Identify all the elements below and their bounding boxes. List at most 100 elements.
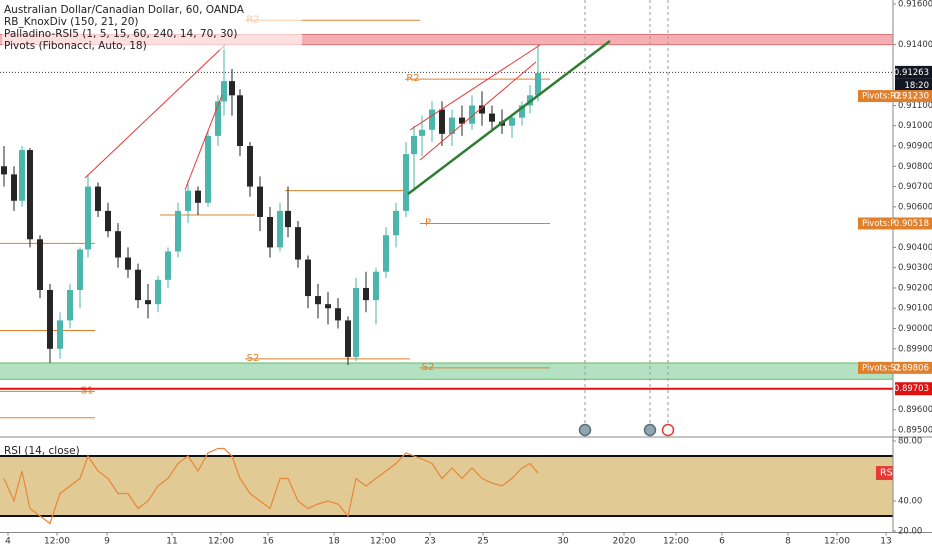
- pivot-badge-value: 0.91230: [894, 92, 929, 102]
- candle-body: [363, 287, 369, 301]
- pivot-badge-name: Pivots:S2: [862, 363, 901, 373]
- candle-body: [1, 166, 7, 175]
- zone: [0, 362, 893, 380]
- countdown-badge: [895, 78, 932, 92]
- alert-label: 0.89703: [894, 384, 929, 394]
- candle-body: [509, 117, 515, 126]
- x-tick-label: 6: [719, 537, 725, 547]
- candle-body: [335, 308, 341, 321]
- candle-body: [315, 296, 321, 305]
- y-tick-label: 40.00: [898, 497, 922, 507]
- candle-body: [519, 105, 525, 118]
- pivot-label: P: [425, 217, 431, 228]
- pivot-label: R2: [406, 73, 419, 84]
- x-tick-label: 12:00: [663, 537, 689, 547]
- y-tick-label: 0.91600: [898, 0, 932, 10]
- rsi-badge-name: RSI: [880, 468, 895, 479]
- y-tick-label: 0.90100: [898, 304, 932, 314]
- candle-body: [221, 81, 227, 102]
- y-tick-label: 0.90000: [898, 324, 932, 334]
- y-tick-label: 0.90700: [898, 182, 932, 192]
- candle-body: [285, 210, 291, 228]
- pivot-badge-value: 0.90518: [894, 219, 929, 229]
- zone: [0, 34, 893, 45]
- candle-body: [115, 231, 121, 258]
- candle-body: [469, 105, 475, 124]
- trend-line: [419, 61, 537, 161]
- pivot-label: S2: [247, 353, 260, 364]
- y-tick-label: 0.89500: [898, 425, 932, 435]
- candle-body: [37, 239, 43, 290]
- candle-body: [125, 257, 131, 270]
- candle-body: [419, 129, 425, 136]
- trend-line: [409, 44, 541, 131]
- y-tick-label: 0.89600: [898, 405, 932, 415]
- x-tick-label: 2020: [613, 537, 636, 547]
- event-icon: [643, 423, 657, 437]
- x-tick-label: 4: [5, 537, 11, 547]
- candle-body: [345, 320, 351, 357]
- x-tick-label: 9: [104, 537, 110, 547]
- candle-body: [47, 289, 53, 349]
- x-tick-label: 12:00: [824, 537, 850, 547]
- pivot-badge-name: Pivots:P: [862, 219, 895, 229]
- x-tick-label: 12:00: [44, 537, 70, 547]
- x-tick-label: 25: [477, 537, 488, 547]
- candle-body: [325, 304, 331, 309]
- y-tick-label: 0.91100: [898, 101, 932, 111]
- candle-body: [489, 113, 495, 122]
- x-tick-label: 8: [785, 537, 791, 547]
- candle-body: [429, 109, 435, 130]
- y-tick-label: 20.00: [898, 527, 922, 537]
- trend-line: [184, 94, 223, 191]
- x-tick-label: 18: [328, 537, 340, 547]
- x-tick-label: 13: [880, 537, 891, 547]
- y-tick-label: 80.00: [898, 437, 922, 447]
- countdown: 18:20: [905, 81, 930, 91]
- event-icon: [661, 423, 675, 437]
- candle-body: [175, 210, 181, 252]
- candle-body: [85, 186, 91, 250]
- candle-body: [205, 135, 211, 203]
- candle-body: [257, 186, 263, 217]
- candle-body: [353, 287, 359, 357]
- candle-body: [155, 279, 161, 305]
- legend-bg: [2, 2, 302, 50]
- pivot-badge: [858, 217, 932, 230]
- pivot-badge: [858, 90, 932, 103]
- rsi-title: RSI (14, close): [4, 445, 80, 457]
- candle-body: [403, 154, 409, 211]
- support-line: [407, 40, 611, 195]
- candle-body: [19, 150, 25, 201]
- x-tick-label: 23: [424, 537, 435, 547]
- rsi-band: [0, 456, 893, 516]
- candle-body: [11, 174, 17, 201]
- indicator: Palladino-RSI5 (1, 5, 15, 60, 240, 14, 7…: [4, 28, 237, 40]
- candle-body: [373, 271, 379, 301]
- pivot-badge: [858, 361, 932, 374]
- candle-body: [277, 210, 283, 248]
- candle-body: [27, 150, 33, 240]
- candle-body: [67, 289, 73, 321]
- y-tick-label: 0.91400: [898, 40, 932, 50]
- drawings: [84, 40, 611, 195]
- y-tick-label: 0.89900: [898, 344, 932, 354]
- x-tick-label: 12:00: [370, 537, 396, 547]
- x-tick-label: 12:00: [208, 537, 234, 547]
- candle-body: [195, 190, 201, 203]
- symbol-title: Australian Dollar/Canadian Dollar, 60, O…: [4, 4, 245, 16]
- indicator: RB_KnoxDiv (150, 21, 20): [4, 16, 138, 28]
- pivot-badge-name: Pivots:R2: [862, 92, 901, 102]
- y-tick-label: 0.90200: [898, 283, 932, 293]
- indicator: Pivots (Fibonacci, Auto, 18): [4, 40, 147, 52]
- pivot-label: S2: [422, 362, 435, 373]
- candle-body: [135, 269, 141, 301]
- candle-body: [215, 101, 221, 136]
- candle-body: [479, 105, 485, 114]
- candle-body: [247, 146, 253, 187]
- candle-body: [393, 210, 399, 236]
- candle-body: [383, 235, 389, 272]
- y-tick-label: 0.90600: [898, 202, 932, 212]
- candle-body: [267, 216, 273, 248]
